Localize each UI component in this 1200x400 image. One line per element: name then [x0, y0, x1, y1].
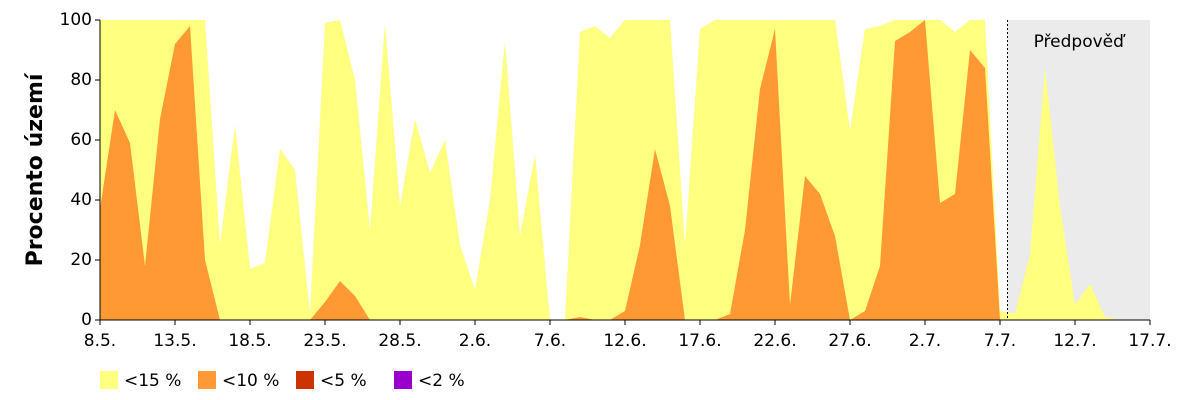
x-tick-label: 7.7. — [984, 331, 1016, 351]
legend-swatch — [296, 371, 314, 389]
x-tick-label: 28.5. — [378, 331, 421, 351]
x-tick-label: 12.6. — [603, 331, 646, 351]
area — [100, 20, 1150, 320]
legend-label: <2 % — [418, 371, 465, 391]
x-tick-label: 7.6. — [534, 331, 566, 351]
legend-swatch — [100, 371, 118, 389]
y-tick-label: 0 — [81, 310, 92, 330]
x-tick-label: 2.6. — [459, 331, 491, 351]
legend-label: <10 % — [222, 371, 279, 391]
y-tick-label: 40 — [70, 190, 92, 210]
legend-swatch — [394, 371, 412, 389]
y-tick-label: 100 — [60, 10, 92, 30]
x-tick-label: 8.5. — [84, 331, 116, 351]
x-tick-label: 22.6. — [753, 331, 796, 351]
legend-label: <15 % — [124, 371, 181, 391]
x-tick-label: 12.7. — [1053, 331, 1096, 351]
x-tick-label: 2.7. — [909, 331, 941, 351]
x-tick-label: 17.7. — [1128, 331, 1171, 351]
legend-swatch — [198, 371, 216, 389]
y-tick-label: 20 — [70, 250, 92, 270]
y-tick-label: 60 — [70, 130, 92, 150]
x-tick-label: 13.5. — [153, 331, 196, 351]
x-tick-label: 18.5. — [228, 331, 271, 351]
x-tick-label: 17.6. — [678, 331, 721, 351]
x-tick-label: 23.5. — [303, 331, 346, 351]
y-tick-label: 80 — [70, 70, 92, 90]
x-tick-label: 27.6. — [828, 331, 871, 351]
legend-label: <5 % — [320, 371, 367, 391]
y-axis-label: Procento území — [23, 72, 48, 266]
forecast-label: Předpověď — [1034, 32, 1127, 52]
